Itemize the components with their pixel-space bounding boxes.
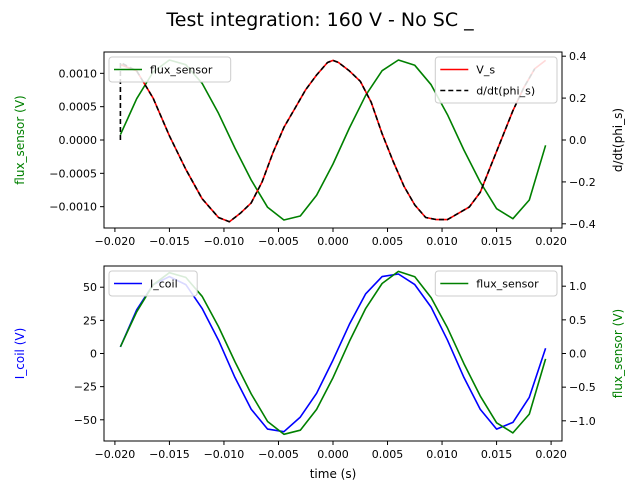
top-panel: −0.020 −0.015 −0.010 −0.005 0.000 0.005 0.010 0… xyxy=(13,50,625,248)
right-tick-label: −0.2 xyxy=(569,176,596,189)
left-tick-label: −50 xyxy=(74,414,97,427)
left-tick-label: 0.0000 xyxy=(59,134,98,147)
right-tick-label: 1.0 xyxy=(569,280,587,293)
right-tick-label: −0.5 xyxy=(569,381,596,394)
left-tick-label: −0.0005 xyxy=(49,167,97,180)
left-tick-label: −0.0010 xyxy=(49,201,97,214)
x-tick-label: −0.020 xyxy=(95,235,136,248)
legend-label: I_coil xyxy=(150,278,178,291)
x-tick-label: 0.020 xyxy=(535,448,567,461)
figure-title: Test integration: 160 V - No SC _ xyxy=(165,9,474,31)
right-axis-label: flux_sensor (V) xyxy=(611,309,625,398)
series-line-d-dt-phi-s xyxy=(119,59,536,223)
x-tick-label: −0.010 xyxy=(204,448,245,461)
left-tick-label: 0 xyxy=(90,348,97,361)
right-tick-label: −1.0 xyxy=(569,415,596,428)
x-tick-label: −0.015 xyxy=(149,235,190,248)
x-axis-label: time (s) xyxy=(310,467,357,480)
x-tick-label: −0.010 xyxy=(204,235,245,248)
x-tick-label: 0.005 xyxy=(372,448,404,461)
left-tick-label: 0.0005 xyxy=(59,101,98,114)
x-tick-label: −0.020 xyxy=(95,448,136,461)
left-tick-label: 0.0010 xyxy=(59,67,98,80)
x-tick-label: 0.015 xyxy=(481,448,513,461)
right-tick-label: 0.5 xyxy=(569,314,587,327)
x-tick-label: −0.005 xyxy=(258,235,299,248)
left-tick-label: 25 xyxy=(83,314,97,327)
right-tick-label: 0.4 xyxy=(569,50,587,63)
right-tick-label: 0.2 xyxy=(569,92,587,105)
legend-label: V_s xyxy=(476,64,495,77)
left-axis-label: flux_sensor (V) xyxy=(13,95,27,184)
x-tick-label: 0.000 xyxy=(317,448,349,461)
right-tick-label: 0.0 xyxy=(569,134,587,147)
x-tick-label: 0.020 xyxy=(535,235,567,248)
x-tick-label: −0.015 xyxy=(149,448,190,461)
right-tick-label: 0.0 xyxy=(569,348,587,361)
x-tick-label: 0.005 xyxy=(372,235,404,248)
legend-box xyxy=(434,270,558,297)
right-tick-label: −0.4 xyxy=(569,218,596,231)
x-tick-label: −0.005 xyxy=(258,448,299,461)
legend-box xyxy=(434,56,558,104)
legend-box xyxy=(108,56,232,83)
right-axis-label: d/dt(phi_s) xyxy=(611,108,625,172)
x-tick-label: 0.010 xyxy=(426,448,458,461)
legend-label: flux_sensor xyxy=(476,278,539,291)
legend-label: d/dt(phi_s) xyxy=(476,85,535,98)
series-line-i-coil xyxy=(119,273,547,433)
left-tick-label: −25 xyxy=(74,381,97,394)
legend-label: flux_sensor xyxy=(150,64,213,77)
x-tick-label: 0.015 xyxy=(481,235,513,248)
left-tick-label: 50 xyxy=(83,281,97,294)
bottom-panel: −0.020 −0.015 −0.010 −0.005 0.000 0.005 0.010 0… xyxy=(13,265,625,480)
left-axis-label: I_coil (V) xyxy=(13,328,27,380)
legend-box xyxy=(108,270,198,297)
x-tick-label: 0.000 xyxy=(317,235,349,248)
x-tick-label: 0.010 xyxy=(426,235,458,248)
